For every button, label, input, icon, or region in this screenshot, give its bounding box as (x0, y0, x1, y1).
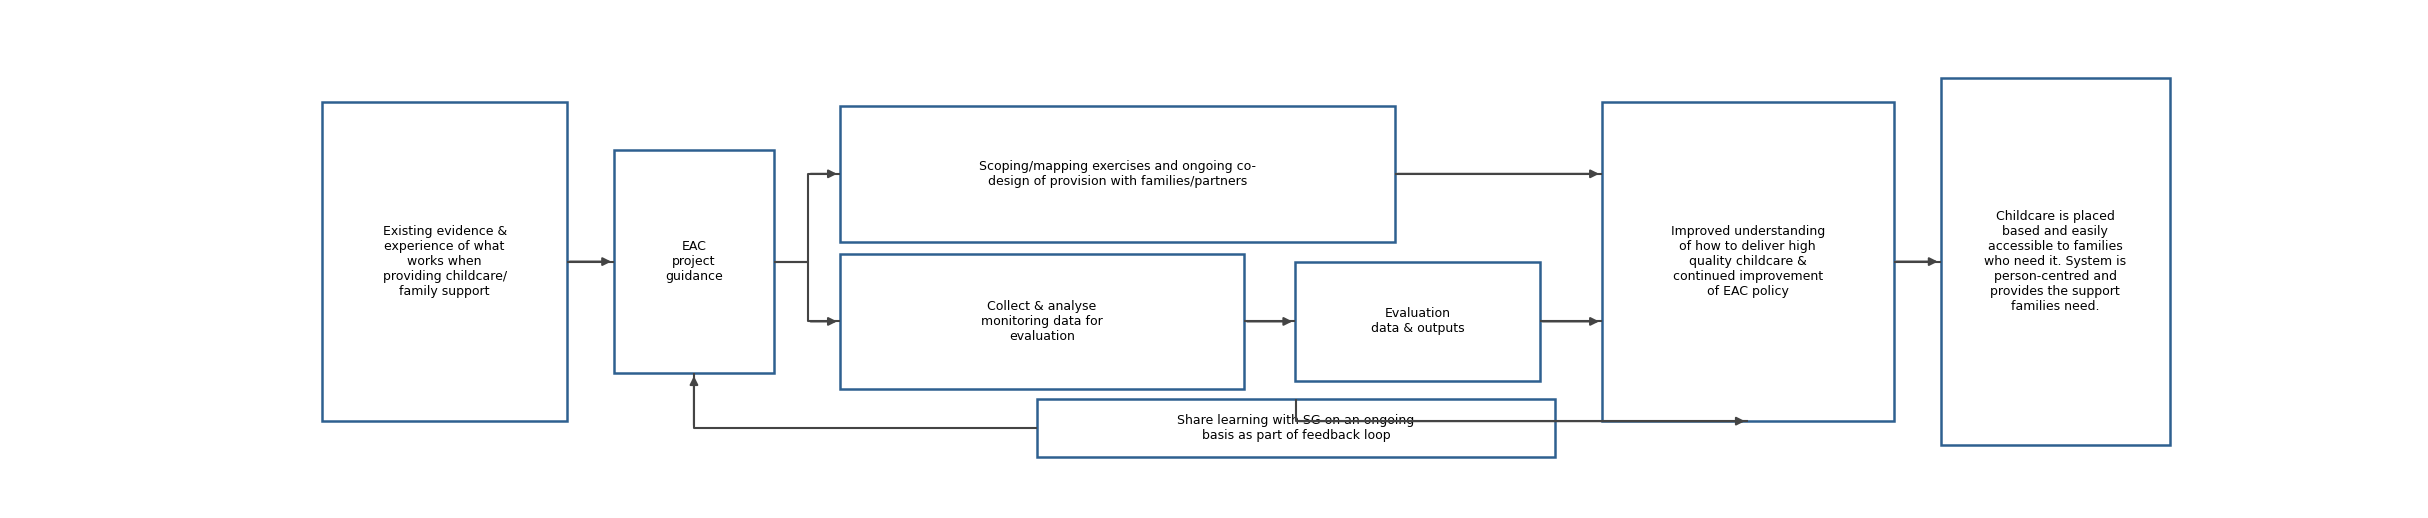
Text: Existing evidence &
experience of what
works when
providing childcare/
family su: Existing evidence & experience of what w… (384, 225, 507, 298)
Text: Collect & analyse
monitoring data for
evaluation: Collect & analyse monitoring data for ev… (981, 300, 1102, 343)
Text: Childcare is placed
based and easily
accessible to families
who need it. System : Childcare is placed based and easily acc… (1984, 210, 2127, 313)
Text: Evaluation
data & outputs: Evaluation data & outputs (1372, 307, 1464, 336)
FancyBboxPatch shape (1037, 399, 1554, 457)
Text: Scoping/mapping exercises and ongoing co-
design of provision with families/part: Scoping/mapping exercises and ongoing co… (978, 160, 1255, 188)
FancyBboxPatch shape (1602, 102, 1894, 421)
Text: Share learning with SG on an ongoing
basis as part of feedback loop: Share learning with SG on an ongoing bas… (1178, 414, 1416, 442)
FancyBboxPatch shape (840, 254, 1246, 389)
FancyBboxPatch shape (323, 102, 568, 421)
FancyBboxPatch shape (1940, 78, 2171, 445)
FancyBboxPatch shape (1294, 262, 1539, 381)
FancyBboxPatch shape (614, 150, 775, 373)
FancyBboxPatch shape (840, 106, 1396, 241)
Text: Improved understanding
of how to deliver high
quality childcare &
continued impr: Improved understanding of how to deliver… (1670, 225, 1826, 298)
Text: EAC
project
guidance: EAC project guidance (665, 240, 724, 283)
